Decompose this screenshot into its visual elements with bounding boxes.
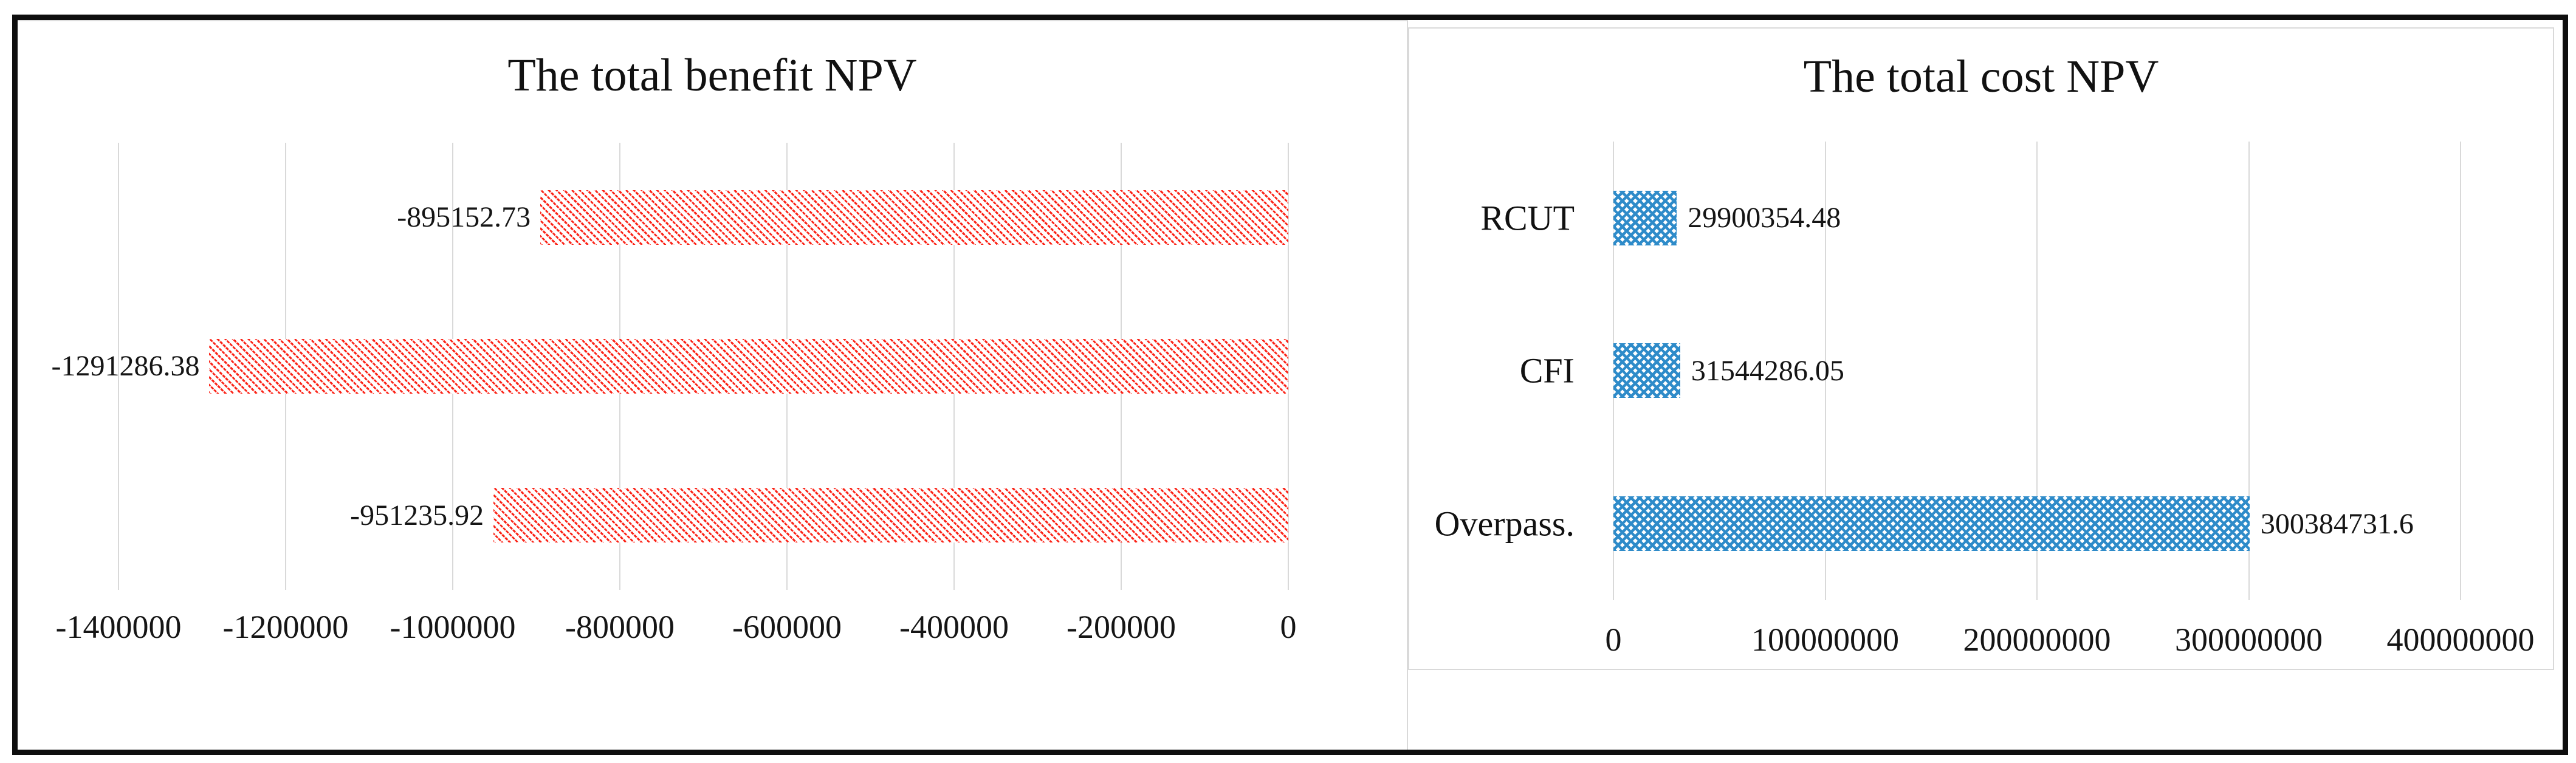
- bar-row: -951235.92: [118, 441, 1288, 590]
- gridline: [1824, 142, 1826, 600]
- x-tick-label: -600000: [732, 609, 842, 645]
- benefit-chart-x-axis: -1400000 -1200000 -1000000 -800000 -600000 -4…: [18, 608, 1407, 651]
- cost-chart-title: The total cost NPV: [1803, 51, 2159, 102]
- bar: [493, 488, 1288, 543]
- benefit-chart-title: The total benefit NPV: [507, 50, 917, 101]
- bar-row: RCUT 29900354.48: [1480, 142, 2461, 295]
- bar-data-label: -895152.73: [397, 201, 531, 234]
- x-tick-label: 0: [1280, 609, 1297, 645]
- bar-data-label: 29900354.48: [1688, 202, 1841, 234]
- cost-chart-panel: The total cost NPV RCUT 29900354.48 CFI 315…: [1408, 27, 2554, 670]
- bar-row: -895152.73: [118, 143, 1288, 292]
- x-tick-label: -400000: [899, 609, 1009, 645]
- x-tick-label: -1200000: [222, 609, 349, 645]
- gridline: [1288, 143, 1289, 590]
- category-label: CFI: [1519, 351, 1575, 391]
- benefit-chart-plot-area: -895152.73 -1291286.38 -951235.92: [52, 143, 1289, 590]
- category-label: Overpass.: [1434, 504, 1575, 544]
- bar: [540, 190, 1288, 245]
- bar: [1613, 190, 1677, 245]
- bar-data-label: 31544286.05: [1691, 354, 1844, 387]
- gridline: [118, 143, 119, 590]
- x-tick-label: 400000000: [2386, 621, 2535, 658]
- x-tick-label: 0: [1605, 621, 1622, 658]
- bar-row: CFI 31544286.05: [1520, 295, 2461, 448]
- bar: [209, 338, 1288, 394]
- gridline: [2036, 142, 2038, 600]
- x-tick-label: 200000000: [1963, 621, 2111, 658]
- x-tick-label: -1000000: [390, 609, 516, 645]
- bar: [1613, 343, 1680, 399]
- cost-chart-plot-area: RCUT 29900354.48 CFI 31544286.05 Overpass. 30…: [1435, 142, 2461, 600]
- x-tick-label: 100000000: [1751, 621, 1899, 658]
- cost-chart-x-axis: 0 100000000 200000000 300000000 400000000: [1409, 621, 2553, 663]
- gridline: [2460, 142, 2461, 600]
- bar-data-label: -951235.92: [350, 499, 484, 532]
- x-tick-label: -800000: [565, 609, 675, 645]
- category-label: RCUT: [1480, 198, 1575, 238]
- bar-row: -1291286.38: [52, 292, 1288, 440]
- bar-row: Overpass. 300384731.6: [1435, 447, 2461, 600]
- figure-frame: The total benefit NPV -895152.73 -1291286…: [12, 15, 2568, 755]
- x-tick-label: 300000000: [2175, 621, 2323, 658]
- bar: [1613, 496, 2250, 552]
- gridline: [2248, 142, 2250, 600]
- x-tick-label: -200000: [1066, 609, 1176, 645]
- bar-data-label: -1291286.38: [51, 350, 200, 383]
- x-tick-label: -1400000: [55, 609, 182, 645]
- bar-data-label: 300384731.6: [2260, 507, 2414, 540]
- benefit-chart-panel: The total benefit NPV -895152.73 -1291286…: [18, 20, 1408, 750]
